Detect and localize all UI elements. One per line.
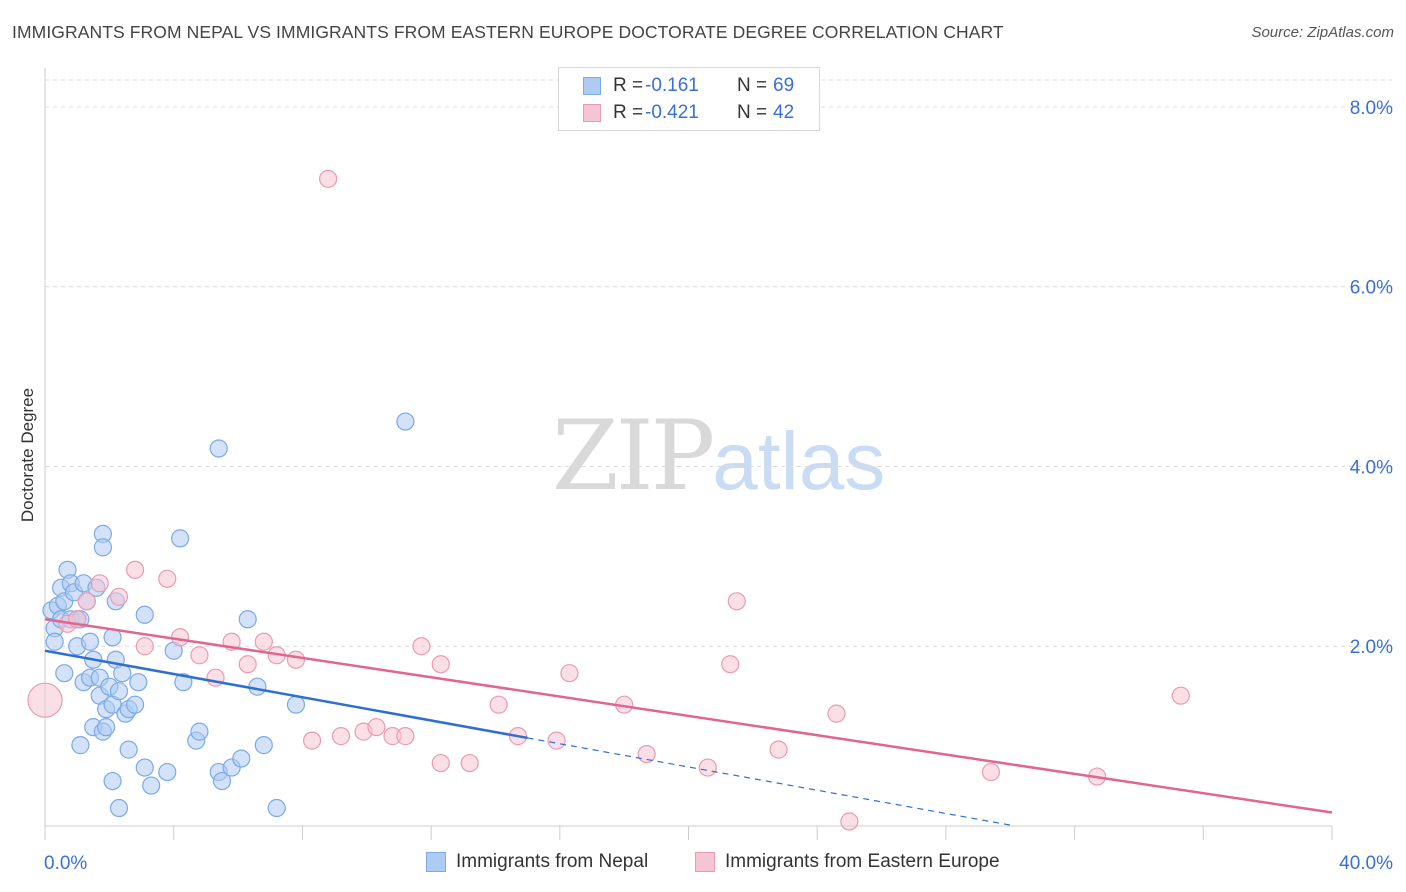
eastern-europe-point — [302, 731, 322, 750]
eastern-europe-point — [489, 695, 508, 714]
eastern-europe-point — [254, 632, 273, 651]
nepal-point — [396, 412, 415, 431]
eastern-europe-point — [769, 740, 788, 759]
nepal-point — [142, 776, 161, 795]
r-label: R = — [613, 75, 644, 96]
legend-label-eastern-europe: Immigrants from Eastern Europe — [725, 851, 1000, 872]
eastern-europe-point — [90, 574, 109, 593]
nepal-point — [267, 798, 286, 818]
eastern-europe-point — [109, 587, 129, 606]
nepal-point — [286, 695, 306, 714]
legend-item-eastern-europe: Immigrants from Eastern Europe — [695, 851, 1000, 873]
nepal-point — [129, 673, 148, 692]
eastern-europe-point — [431, 655, 450, 674]
chart-source: Source: ZipAtlas.com — [1251, 24, 1394, 41]
eastern-europe-point — [135, 637, 154, 656]
eastern-europe-point — [238, 655, 257, 674]
eastern-europe-point — [125, 560, 145, 579]
eastern-europe-point — [367, 718, 386, 737]
eastern-europe-point — [77, 592, 96, 611]
nepal-point — [174, 673, 193, 692]
eastern-europe-point — [158, 569, 177, 588]
eastern-europe-point — [547, 731, 566, 750]
eastern-europe-legend-swatch — [695, 852, 715, 872]
nepal-point — [238, 610, 257, 629]
eastern-europe-point — [698, 758, 717, 777]
eastern-europe-point — [27, 682, 63, 718]
eastern-europe-point — [560, 664, 579, 683]
n-label: N = — [737, 75, 768, 96]
stats-legend-row-eastern-europe: R = -0.421 N = 42 — [583, 101, 794, 125]
nepal-point — [97, 718, 116, 737]
nepal-point — [232, 749, 251, 768]
chart-title: IMMIGRANTS FROM NEPAL VS IMMIGRANTS FROM… — [12, 22, 1004, 42]
nepal-point — [71, 736, 90, 755]
nepal-point — [171, 529, 190, 548]
eastern-europe-point — [319, 169, 338, 188]
eastern-europe-point — [460, 753, 479, 773]
eastern-europe-swatch — [583, 104, 601, 122]
eastern-europe-point — [331, 727, 351, 746]
eastern-europe-point — [1171, 686, 1190, 705]
nepal-swatch — [583, 77, 601, 95]
eastern-europe-point — [721, 655, 740, 674]
n-value: 42 — [773, 102, 795, 123]
nepal-point — [135, 758, 154, 777]
eastern-europe-point — [431, 753, 450, 773]
nepal-trend-line — [44, 649, 528, 740]
zipatlas-watermark: ZIPatlas — [552, 400, 886, 512]
nepal-point — [125, 695, 145, 714]
nepal-point — [55, 664, 74, 683]
nepal-point — [212, 771, 232, 791]
nepal-point — [248, 677, 267, 696]
eastern-europe-trend-line — [44, 618, 1333, 814]
y-tick-label: 8.0% — [1350, 98, 1393, 119]
x-tick-label-max: 40.0% — [1339, 853, 1393, 874]
series-legend: Immigrants from Nepal Immigrants from Ea… — [0, 851, 1406, 879]
nepal-point — [254, 736, 273, 755]
r-label: R = — [613, 102, 644, 123]
nepal-point — [135, 605, 154, 624]
eastern-europe-point — [412, 637, 431, 656]
nepal-point — [45, 632, 64, 651]
nepal-point — [80, 632, 100, 651]
nepal-point — [209, 439, 228, 458]
y-tick-label: 4.0% — [1350, 457, 1393, 478]
y-tick-label: 6.0% — [1350, 278, 1393, 299]
n-value: 69 — [773, 75, 795, 96]
eastern-europe-point — [727, 592, 746, 611]
eastern-europe-point — [827, 704, 846, 723]
nepal-point — [158, 762, 177, 782]
eastern-europe-point — [286, 650, 306, 669]
x-tick-label-min: 0.0% — [44, 853, 87, 874]
nepal-point — [93, 538, 113, 557]
eastern-europe-point — [396, 727, 415, 746]
eastern-europe-point — [171, 628, 190, 647]
nepal-point — [113, 664, 132, 683]
r-value: -0.161 — [645, 75, 699, 96]
y-tick-label: 2.0% — [1350, 637, 1393, 658]
stats-legend: R = -0.161 N = 69 R = -0.421 N = 42 — [558, 67, 820, 131]
legend-label-nepal: Immigrants from Nepal — [456, 851, 649, 872]
nepal-trend-extension — [527, 737, 1011, 826]
eastern-europe-point — [637, 744, 656, 764]
legend-item-nepal: Immigrants from Nepal — [426, 851, 648, 873]
eastern-europe-point — [981, 762, 1001, 782]
nepal-legend-swatch — [426, 852, 446, 872]
r-value: -0.421 — [645, 102, 699, 123]
nepal-point — [109, 798, 129, 818]
eastern-europe-point — [840, 812, 859, 831]
eastern-europe-point — [190, 646, 209, 665]
nepal-point — [190, 722, 209, 741]
nepal-point — [119, 740, 138, 759]
nepal-point — [103, 771, 122, 791]
nepal-point — [109, 682, 129, 701]
n-label: N = — [737, 102, 768, 123]
stats-legend-row-nepal: R = -0.161 N = 69 — [583, 74, 794, 98]
